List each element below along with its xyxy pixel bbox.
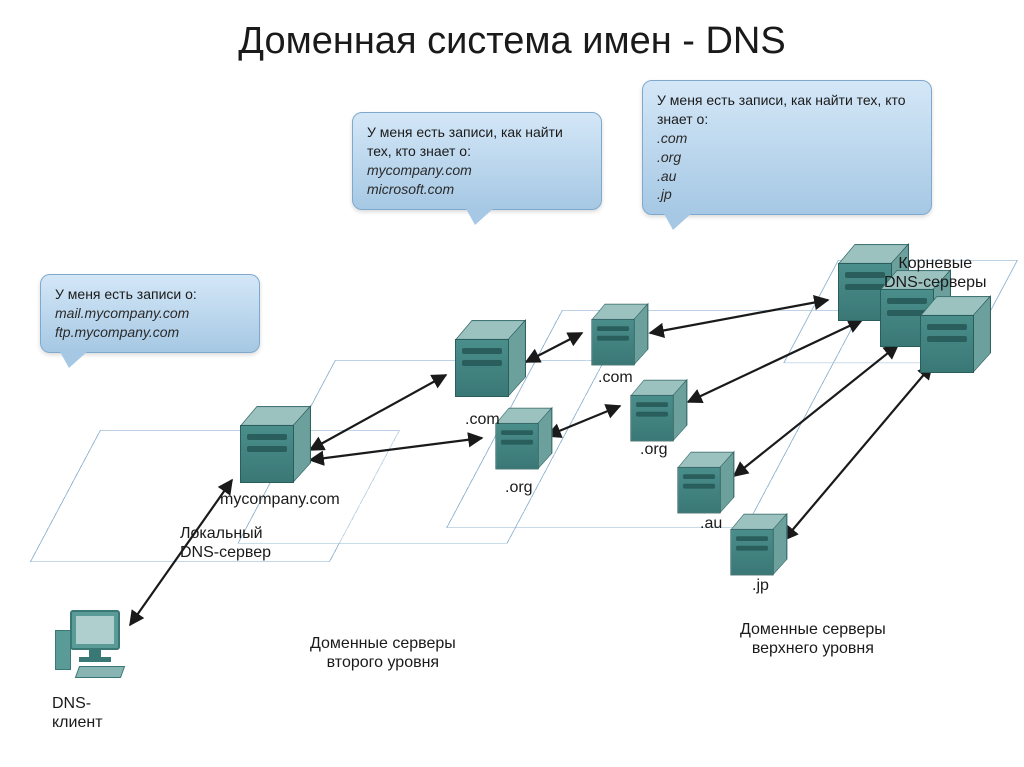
label-com: .com: [465, 410, 500, 429]
callout-text: У меня есть записи о:: [55, 286, 197, 302]
label-sld_srv: Доменные серверы второго уровня: [310, 634, 456, 672]
callout-root: У меня есть записи, как найти тех, кто з…: [642, 80, 932, 215]
label-root_srv: Корневые DNS-серверы: [884, 254, 987, 292]
server-root3: [920, 296, 974, 374]
server-org_second: [495, 408, 538, 470]
callout-domain: ftp.mycompany.com: [55, 324, 179, 340]
label-org_t: .org: [640, 440, 668, 459]
callout-domain: .au: [657, 168, 676, 184]
callout-domain: microsoft.com: [367, 181, 454, 197]
server-local: [240, 406, 294, 484]
server-com_tld: [591, 304, 634, 366]
label-tld_srv: Доменные серверы верхнего уровня: [740, 620, 886, 658]
page-title: Доменная система имен - DNS: [0, 20, 1024, 63]
label-local_srv: Локальный DNS-сервер: [180, 524, 271, 562]
label-dns_client: DNS- клиент: [52, 694, 103, 732]
callout-second: У меня есть записи, как найти тех, кто з…: [352, 112, 602, 210]
callout-domain: .org: [657, 149, 681, 165]
callout-domain: .jp: [657, 186, 672, 202]
callout-domain: mycompany.com: [367, 162, 472, 178]
callout-local: У меня есть записи о: mail.mycompany.com…: [40, 274, 260, 353]
dns-client-pc: [55, 610, 135, 690]
label-org: .org: [505, 478, 533, 497]
label-com_t: .com: [598, 368, 633, 387]
callout-text: У меня есть записи, как найти тех, кто з…: [367, 124, 563, 159]
callout-text: У меня есть записи, как найти тех, кто з…: [657, 92, 906, 127]
server-org_tld: [630, 380, 673, 442]
server-au_tld: [677, 452, 720, 514]
label-jp_t: .jp: [752, 576, 769, 595]
callout-domain: mail.mycompany.com: [55, 305, 189, 321]
server-jp_tld: [730, 514, 773, 576]
server-com_second: [455, 320, 509, 398]
label-mycompany: mycompany.com: [220, 490, 340, 509]
label-au_t: .au: [700, 514, 722, 533]
callout-domain: .com: [657, 130, 687, 146]
